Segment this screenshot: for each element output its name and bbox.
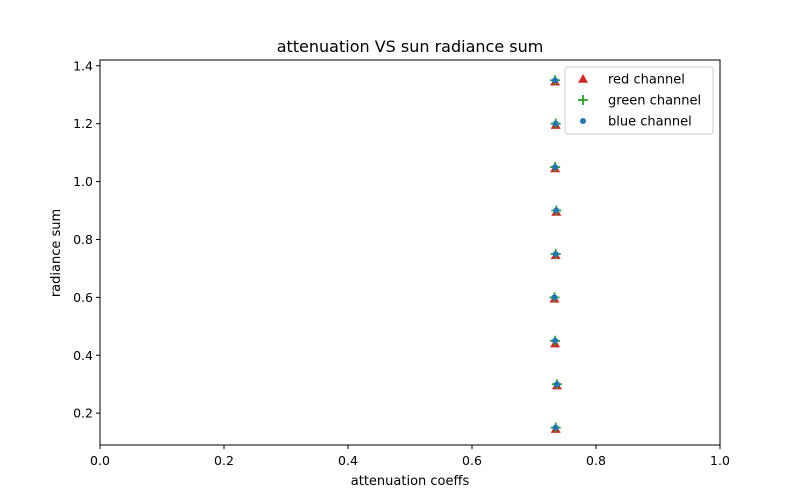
- y-axis: 0.2 0.4 0.6 0.8 1.0 1.2 1.4: [73, 58, 100, 421]
- blue-channel-point: [553, 381, 560, 388]
- legend-red-channel-marker: [578, 74, 588, 83]
- legend-green-channel-marker: [578, 95, 588, 105]
- y-tick-label: 0.4: [73, 348, 93, 363]
- legend-box: [564, 66, 714, 135]
- legend-red-channel-label: red channel: [608, 73, 685, 88]
- x-tick-label: 0.6: [462, 453, 482, 468]
- x-tick-label: 0.2: [214, 453, 234, 468]
- legend: red channel green channel blue channel: [564, 66, 714, 135]
- plot-frame: [99, 59, 721, 446]
- x-axis: 0.0 0.2 0.4 0.6 0.8 1.0: [90, 445, 730, 468]
- chart-title: attenuation VS sun radiance sum: [277, 37, 544, 56]
- y-tick-label: 1.4: [73, 58, 93, 73]
- legend-green-channel-label: green channel: [608, 94, 701, 109]
- blue-channel-point: [552, 120, 559, 127]
- legend-blue-channel-label: blue channel: [608, 115, 692, 130]
- legend-blue-channel-marker: [580, 118, 586, 124]
- x-axis-label: attenuation coeffs: [351, 474, 470, 489]
- blue-channel-point: [552, 424, 559, 431]
- blue-channel-point: [552, 77, 559, 84]
- x-tick-label: 0.0: [90, 453, 110, 468]
- x-tick-label: 0.8: [586, 453, 606, 468]
- blue-channel-point: [552, 337, 559, 344]
- x-tick-label: 1.0: [710, 453, 730, 468]
- blue-channel-point: [552, 164, 559, 171]
- blue-channel-point: [551, 294, 558, 301]
- x-tick-label: 0.4: [338, 453, 358, 468]
- blue-channel-point: [553, 207, 560, 214]
- y-tick-label: 1.0: [73, 174, 93, 189]
- y-tick-label: 0.8: [73, 232, 93, 247]
- y-tick-label: 0.6: [73, 290, 93, 305]
- y-tick-label: 0.2: [73, 406, 93, 421]
- plot-area: [549, 75, 562, 433]
- y-axis-label: radiance sum: [49, 209, 64, 297]
- blue-channel-point: [552, 250, 559, 257]
- y-tick-label: 1.2: [73, 116, 93, 131]
